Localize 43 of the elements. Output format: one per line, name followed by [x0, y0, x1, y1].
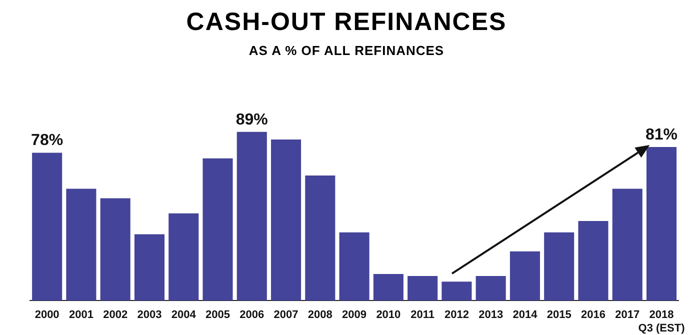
x-tick-label: 2001 [68, 309, 94, 322]
chart-subtitle: AS A % OF ALL REFINANCES [248, 43, 446, 58]
bar [236, 132, 267, 301]
x-tick-label: 2000 [34, 309, 60, 322]
x-tick-label: 2008 [308, 309, 332, 322]
x-tick-label: 2015 [546, 309, 572, 322]
x-tick-label: 2011 [410, 309, 434, 322]
bar [271, 139, 302, 301]
chart-title: CASH-OUT REFINANCES [185, 8, 508, 37]
x-tick-label: 2007 [274, 309, 298, 322]
x-tick-label: 2002 [103, 309, 128, 322]
x-tick-label: 2004 [171, 309, 197, 322]
bar [373, 274, 404, 301]
bar [612, 188, 642, 301]
x-tick-label: 2005 [206, 309, 230, 322]
bar [66, 188, 96, 301]
bar [305, 175, 336, 301]
bar [32, 152, 62, 301]
bar [510, 251, 540, 301]
bar [544, 232, 574, 301]
bar [134, 234, 164, 301]
x-tick-label: 2017 [615, 309, 640, 322]
bar [476, 276, 506, 301]
data-label: 78% [31, 132, 64, 150]
bar [578, 220, 608, 301]
x-tick-label: 2003 [137, 309, 162, 322]
bar [202, 158, 233, 301]
x-tick-label: 2009 [342, 309, 367, 322]
x-tick-label: 2014 [512, 309, 538, 322]
x-tick-label: 2006 [240, 309, 264, 322]
bar [168, 213, 199, 301]
bar [408, 276, 438, 301]
x-tick-label: 2010 [376, 309, 401, 322]
bar [646, 147, 677, 301]
bar [100, 198, 130, 301]
x-tick-label: 2013 [478, 309, 504, 322]
data-label: 81% [645, 126, 678, 144]
data-label: 89% [236, 111, 268, 128]
x-tick-label: 2018 Q3 (EST) [638, 309, 686, 334]
bar [339, 232, 370, 301]
x-tick-label: 2016 [581, 309, 606, 322]
bar [442, 282, 472, 301]
x-tick-label: 2012 [444, 309, 469, 322]
